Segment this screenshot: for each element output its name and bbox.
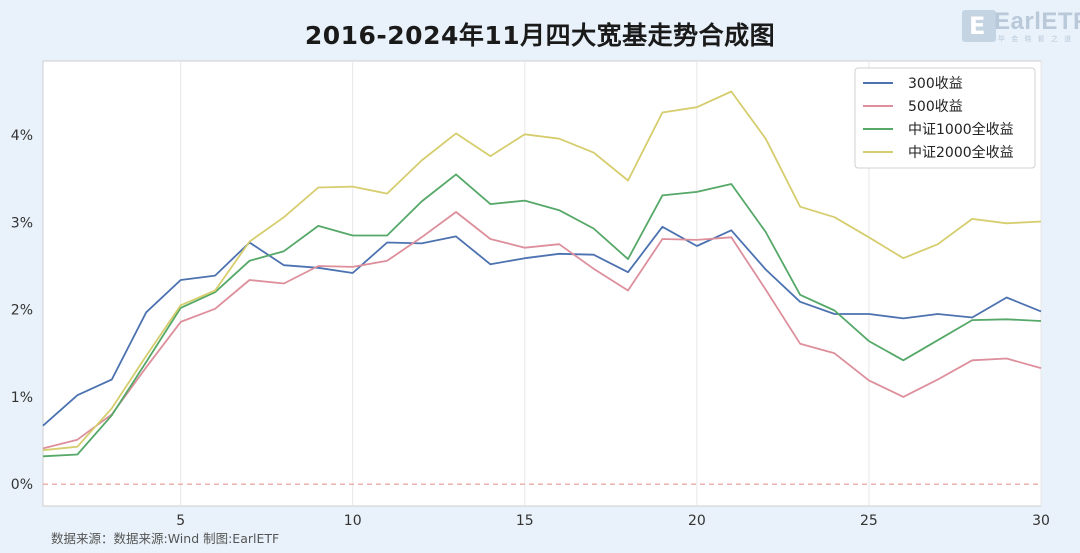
y-tick-label: 3% [11,215,33,231]
x-tick-label: 15 [516,513,534,529]
y-tick-label: 2% [11,303,33,319]
source-note: 数据来源：数据来源:Wind 制图:EarlETF [51,531,280,546]
y-tick-label: 0% [11,477,33,493]
legend-label: 中证2000全收益 [908,144,1014,161]
y-tick-label: 1% [11,390,33,406]
series-line-1 [42,225,1042,427]
legend-label: 500收益 [908,99,963,115]
legend-label: 中证1000全收益 [908,121,1014,138]
series-line-2 [42,211,1042,450]
legend-box [854,67,1036,169]
x-tick-label: 30 [1032,513,1050,529]
logo-mark-icon: E [962,10,996,42]
earletf-logo: E EarlETF 毕 金 晓 晷 之 道 [962,8,1080,44]
logo-tagline: 毕 金 晓 晷 之 道 [998,35,1074,43]
chart-title: 2016-2024年11月四大宽基走势合成图 [304,21,776,50]
series-line-3 [42,173,1042,458]
x-tick-label: 10 [344,513,362,529]
x-tick-label: 5 [176,513,185,529]
x-tick-label: 25 [860,513,878,529]
series-line-4 [42,90,1042,452]
logo-name: EarlETF [994,8,1080,35]
y-tick-label: 4% [11,128,33,144]
legend-label: 300收益 [908,76,963,92]
x-tick-label: 20 [688,513,706,529]
